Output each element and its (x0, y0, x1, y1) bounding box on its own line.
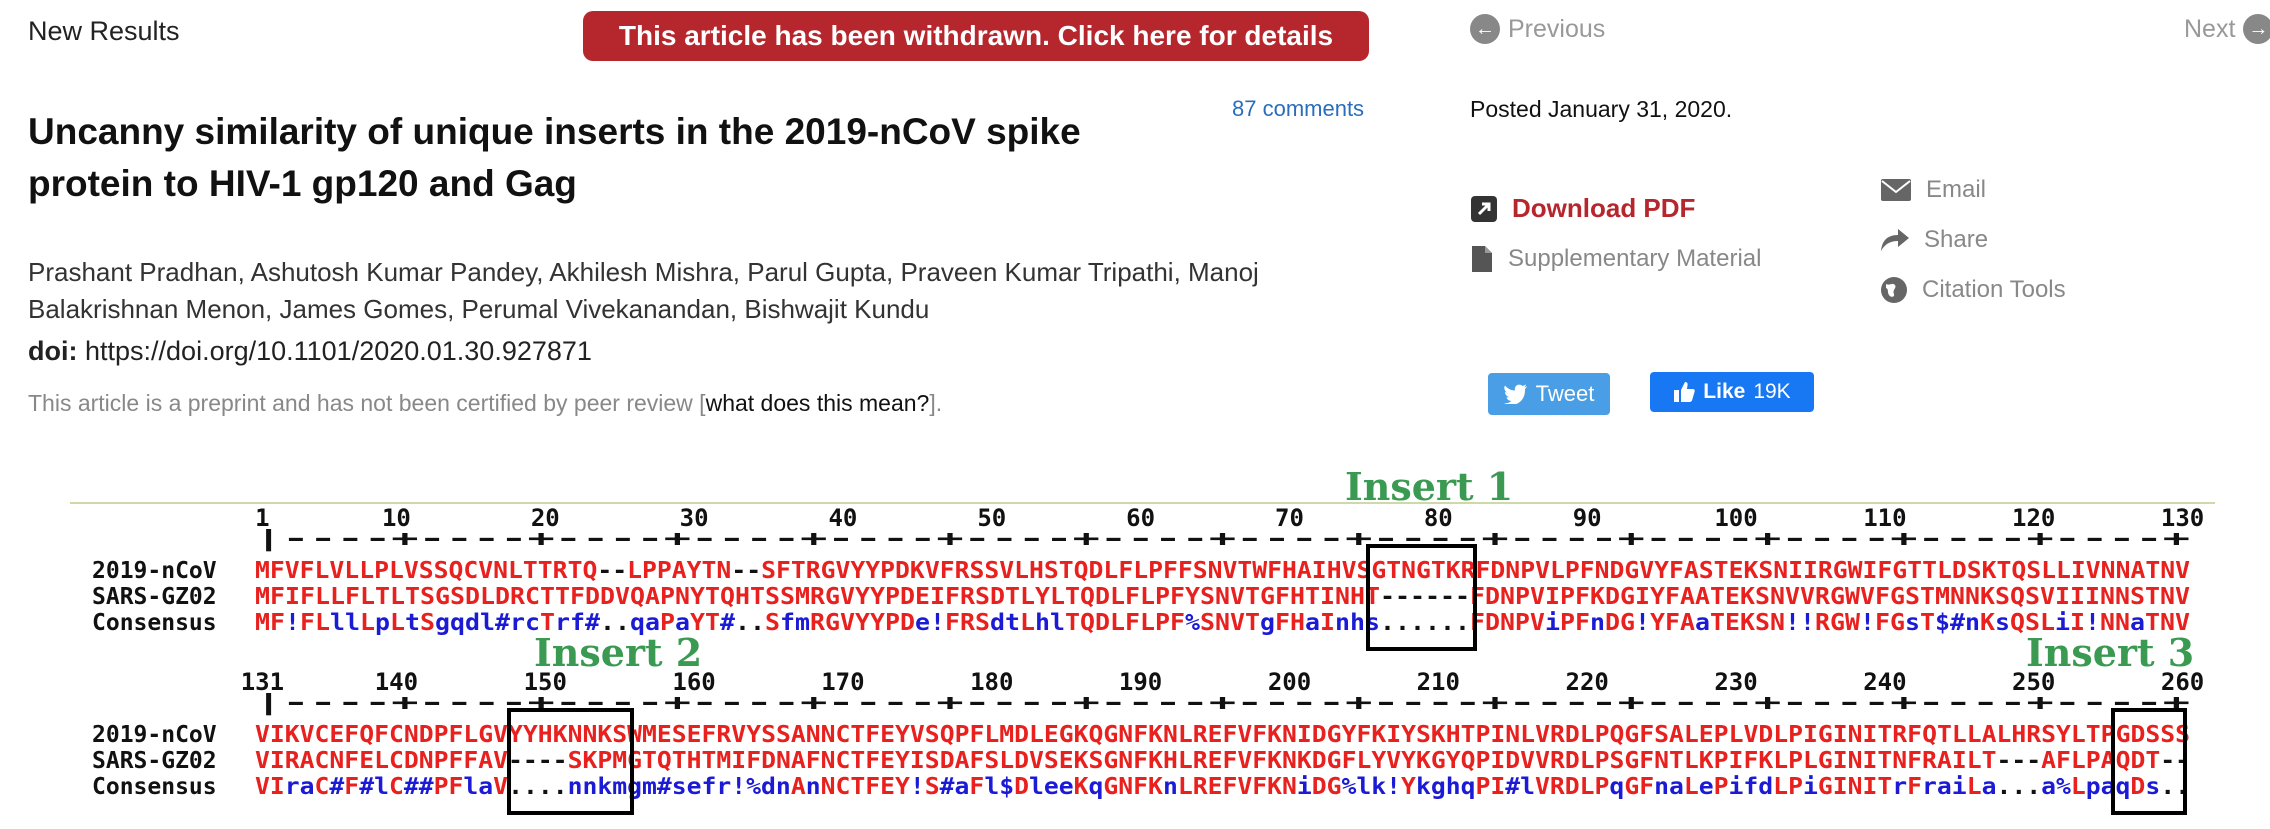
preprint-note-end: ]. (929, 390, 943, 416)
envelope-icon (1881, 179, 1911, 201)
insert-1-box (1366, 544, 1477, 651)
thumbs-up-icon (1674, 382, 1695, 402)
tweet-button[interactable]: Tweet (1488, 373, 1610, 415)
sequence-row: MFIFLLFLTLTSGSDLDRCTTFDDVQAPNYTQHTSSMRGV… (255, 584, 2190, 610)
ruler-number: 170 (821, 668, 864, 696)
sequence-row: MFVFLVLLPLVSSQCVNLTTRTQ --LPPAYTN --SFTRGV… (255, 558, 2190, 584)
ruler-number: 40 (828, 504, 857, 532)
sequence-row: VIraC#F#lC##PFlaV.... nnkmgm#sefr!%dn AnNC… (255, 774, 2190, 800)
ruler-number: 90 (1573, 504, 1602, 532)
external-link-icon (1471, 195, 1497, 222)
ruler-number: 60 (1126, 504, 1155, 532)
ruler-number: 200 (1268, 668, 1311, 696)
citation-tools-label: Citation Tools (1922, 276, 2066, 303)
like-count: 19K (1753, 380, 1791, 403)
ruler-number: 70 (1275, 504, 1304, 532)
insert-3-box (2111, 708, 2187, 815)
twitter-bird-icon (1503, 384, 1527, 404)
next-label: Next (2184, 14, 2236, 43)
insert-2-box (507, 708, 634, 815)
posted-date: Posted January 31, 2020. (1470, 96, 1733, 122)
insert-boxes (507, 544, 2187, 815)
ruler-number: 190 (1119, 668, 1162, 696)
sequence-row: VIRACNFELCDNPFFAV ---- SKPMGTQTHTMIFDNAFNC… (255, 748, 2190, 774)
ruler-number: 1 (255, 504, 269, 532)
share-link[interactable]: Share (1880, 226, 1988, 254)
arrow-left-icon: ← (1470, 14, 1500, 44)
insert-3-label: Insert 3 (2026, 630, 2194, 675)
ruler-number: 20 (531, 504, 560, 532)
ruler-number: 130 (2161, 504, 2204, 532)
ruler-number: 50 (977, 504, 1006, 532)
doi-link[interactable]: https://doi.org/10.1101/2020.01.30.92787… (85, 336, 592, 366)
ruler-number: 220 (1566, 668, 1609, 696)
arrow-right-icon: → (2243, 14, 2270, 44)
doi-line: doi: https://doi.org/10.1101/2020.01.30.… (28, 336, 592, 367)
block2-group: 131 140 150 160 170 180 190 200 210 220 230 240 250 2… (92, 668, 2204, 800)
ruler-number: 230 (1714, 668, 1757, 696)
doi-label: doi: (28, 336, 78, 366)
preprint-note: This article is a preprint and has not b… (28, 390, 942, 417)
email-label: Email (1926, 176, 1987, 203)
ruler-number: 150 (524, 668, 567, 696)
next-article-link[interactable]: Next → (2184, 14, 2270, 44)
comments-link[interactable]: 87 comments (1232, 96, 1365, 121)
sequence-name: 2019-nCoV (92, 722, 217, 748)
ruler-number: 120 (2012, 504, 2055, 532)
preprint-note-text: This article is a preprint and has not b… (28, 390, 706, 416)
sequence-name: SARS-GZ02 (92, 584, 217, 610)
ruler-line: |----+----+----+----+----+----+----+----… (255, 527, 2190, 552)
like-label: Like (1703, 380, 1746, 403)
file-icon (1472, 246, 1492, 272)
sequence-name: Consensus (92, 610, 217, 636)
article-title: Uncanny similarity of unique inserts in … (28, 111, 1081, 204)
alignment-blocks: 1 10 20 30 40 50 60 70 80 90 100 110 120 130|----+---… (92, 504, 2204, 800)
what-does-this-mean-link[interactable]: what does this mean? (705, 390, 930, 416)
sequence-name: 2019-nCoV (92, 558, 217, 584)
ruler-number: 30 (680, 504, 709, 532)
ruler-number: 250 (2012, 668, 2055, 696)
facebook-like-button[interactable]: Like 19K (1650, 372, 1814, 412)
ruler-number: 80 (1424, 504, 1453, 532)
ruler-number: 260 (2161, 668, 2204, 696)
ruler-number: 10 (382, 504, 411, 532)
author-list: Prashant Pradhan, Ashutosh Kumar Pandey,… (28, 257, 1259, 324)
supplementary-label: Supplementary Material (1508, 245, 1762, 272)
ruler-number: 100 (1714, 504, 1757, 532)
sequence-row: MF!FLllLpLtSgqdl#rc Trf# ..qaPaYT#..SfmRGV… (255, 610, 2190, 636)
previous-article-link[interactable]: ← Previous (1470, 14, 1605, 44)
share-label: Share (1924, 226, 1989, 253)
citation-tools-link[interactable]: Citation Tools (1880, 276, 2066, 304)
download-pdf-label: Download PDF (1512, 193, 1696, 223)
insert-1-label: Insert 1 (1345, 464, 1513, 509)
share-arrow-icon (1881, 229, 1909, 251)
sequence-name: Consensus (92, 774, 217, 800)
previous-label: Previous (1508, 14, 1606, 43)
ruler-number: 210 (1417, 668, 1460, 696)
email-link[interactable]: Email (1880, 176, 1986, 204)
sequence-name: SARS-GZ02 (92, 748, 217, 774)
tweet-label: Tweet (1535, 381, 1595, 406)
ruler-line: |----+----+----+----+----+----+----+----… (255, 691, 2190, 716)
block1-group: 1 10 20 30 40 50 60 70 80 90 100 110 120 130|----+---… (92, 504, 2204, 636)
ruler-number: 110 (1863, 504, 1906, 532)
download-pdf-link[interactable]: Download PDF (1470, 193, 1695, 224)
ruler-number: 131 (241, 668, 284, 696)
supplementary-material-link[interactable]: Supplementary Material (1470, 244, 1761, 274)
section-label: New Results (28, 16, 180, 46)
globe-icon (1881, 277, 1907, 303)
ruler-number: 160 (672, 668, 715, 696)
withdrawn-banner-link[interactable]: This article has been withdrawn. Click h… (583, 11, 1369, 61)
sequence-row: VIKVCEFQFCNDPFLGVYYHKNNKSWMESEFRVYSSANNC… (255, 722, 2190, 748)
ruler-number: 140 (375, 668, 418, 696)
insert-2-label: Insert 2 (534, 630, 702, 675)
ruler-number: 180 (970, 668, 1013, 696)
ruler-number: 240 (1863, 668, 1906, 696)
